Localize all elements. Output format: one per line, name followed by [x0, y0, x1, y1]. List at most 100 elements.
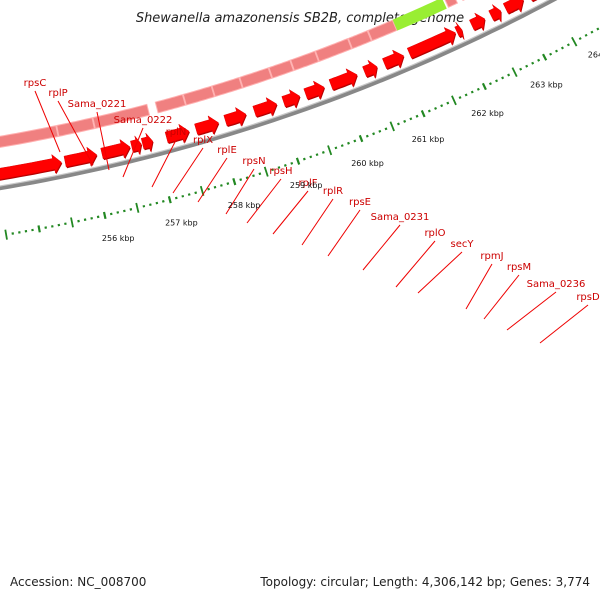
gene-box [268, 59, 295, 79]
cds-arrow [63, 146, 98, 168]
scale-tick [149, 203, 152, 206]
kbp-label: 264 kbp [588, 51, 600, 60]
gene-annotation: rpsM [483, 262, 531, 320]
scale-tick [488, 82, 492, 86]
gene-annotation: secY [417, 239, 474, 294]
scale-tick [420, 109, 426, 118]
cds-arrow [454, 21, 465, 40]
scale-tick [220, 184, 223, 187]
kbp-label: 263 kbp [530, 81, 563, 90]
leader-line [483, 274, 520, 320]
backbone-layer [0, 0, 558, 191]
leader-line [417, 251, 463, 294]
gene-box-highlight-green [392, 0, 447, 31]
gene-label: rplX [193, 135, 213, 146]
leader-line [465, 263, 493, 310]
gene-label: rpmJ [480, 251, 503, 262]
kbp-label: 259 kbp [290, 181, 323, 190]
gene-label: rpsC [24, 78, 47, 89]
scale-tick [263, 166, 269, 177]
gene-label: rpsM [507, 262, 531, 273]
gene-label: Sama_0231 [371, 212, 430, 223]
scale-tick [252, 174, 255, 178]
scale-tick [590, 30, 594, 34]
scale-tick [96, 215, 100, 219]
gene-box [444, 0, 459, 8]
gene-annotation: rpsC [24, 78, 61, 153]
scale-tick [155, 201, 159, 205]
scale-tick [458, 96, 462, 100]
scale-tick [481, 82, 487, 91]
scale-tick [295, 157, 301, 165]
scale-tick [531, 61, 535, 65]
gene-annotation: rplX [172, 135, 213, 194]
gene-box [182, 85, 216, 106]
scale-tick [365, 134, 369, 138]
scale-tick [37, 225, 41, 233]
cds-arrow [303, 80, 325, 100]
scale-tick [347, 141, 350, 145]
kbp-label: 258 kbp [228, 201, 261, 210]
scale-tick [555, 49, 558, 53]
kbp-label: 262 kbp [471, 109, 504, 118]
scale-tick [451, 95, 457, 106]
scale-tick [507, 73, 511, 77]
scale-tick [321, 151, 325, 154]
scale-tick [283, 164, 287, 167]
scale-tick [277, 166, 281, 169]
gene-label: rpsH [269, 166, 292, 177]
scale-tick [194, 191, 198, 195]
scale-tick [566, 43, 570, 47]
gene-box [347, 30, 373, 50]
cds-arrow [502, 0, 524, 14]
kbp-label: 257 kbp [165, 219, 198, 228]
scale-tick [271, 168, 275, 172]
cds-arrow [469, 12, 485, 32]
scale-tick [578, 37, 582, 41]
scale-tick [315, 153, 319, 157]
gene-annotation: rpsD [539, 292, 600, 344]
scale-tick [389, 121, 395, 132]
gene-annotation: rpmJ [465, 251, 504, 310]
scale-tick [358, 134, 364, 143]
gene-box [367, 19, 398, 42]
cds-arrow [164, 123, 190, 144]
scale-tick [415, 114, 419, 118]
scale-tick [353, 139, 357, 143]
cds-arrow [281, 89, 301, 109]
leader-line [301, 198, 334, 246]
scale-tick [372, 132, 376, 136]
gene-label: rplO [424, 228, 445, 239]
leader-line [225, 168, 255, 215]
scale-tick [584, 33, 588, 37]
cds-arrow [0, 153, 62, 180]
scale-tick [596, 27, 600, 31]
scale-tick [174, 196, 178, 200]
accession-text: Accession: NC_008700 [10, 575, 146, 589]
gene-box [92, 103, 151, 130]
gene-label: Sama_0236 [527, 279, 586, 290]
scale-tick [409, 117, 413, 121]
gene-box-layer [0, 0, 466, 148]
scale-tick [142, 204, 146, 208]
gene-label: rpsE [349, 197, 371, 208]
scale-tick [309, 155, 313, 159]
cds-arrow [194, 115, 219, 135]
kbp-tick-layer [4, 27, 600, 240]
scale-tick [161, 199, 165, 203]
scale-tick [464, 93, 468, 97]
gene-label: Sama_0221 [68, 99, 127, 110]
scale-tick [511, 67, 518, 77]
gene-annotation: rpsE [327, 197, 371, 257]
cds-arrow [252, 97, 278, 117]
leader-line [172, 147, 204, 194]
kbp-label: 256 kbp [102, 234, 135, 243]
scale-tick [245, 176, 249, 180]
gene-annotation: rplN [151, 127, 186, 188]
kbp-label-layer: 256 kbp 257 kbp 258 kbp 259 kbp 260 kbp 261 k… [102, 51, 600, 244]
scale-tick [403, 119, 407, 123]
gene-box [239, 67, 273, 89]
gene-annotation: rplF [272, 178, 318, 235]
cds-arrow [382, 49, 404, 70]
